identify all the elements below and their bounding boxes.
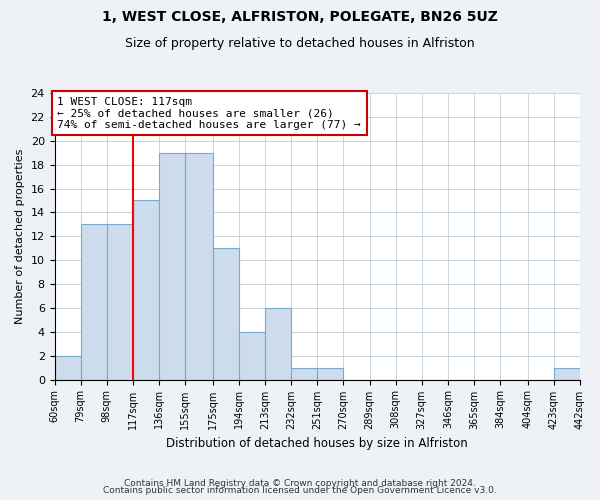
Bar	[55, 356, 80, 380]
Bar	[239, 332, 265, 380]
Bar	[159, 152, 185, 380]
X-axis label: Distribution of detached houses by size in Alfriston: Distribution of detached houses by size …	[166, 437, 468, 450]
Bar	[133, 200, 159, 380]
Bar	[317, 368, 343, 380]
Text: Contains HM Land Registry data © Crown copyright and database right 2024.: Contains HM Land Registry data © Crown c…	[124, 478, 476, 488]
Text: Contains public sector information licensed under the Open Government Licence v3: Contains public sector information licen…	[103, 486, 497, 495]
Y-axis label: Number of detached properties: Number of detached properties	[15, 148, 25, 324]
Bar	[80, 224, 107, 380]
Bar	[291, 368, 317, 380]
Bar	[554, 368, 580, 380]
Bar	[265, 308, 291, 380]
Bar	[213, 248, 239, 380]
Text: 1 WEST CLOSE: 117sqm
← 25% of detached houses are smaller (26)
74% of semi-detac: 1 WEST CLOSE: 117sqm ← 25% of detached h…	[57, 96, 361, 130]
Text: 1, WEST CLOSE, ALFRISTON, POLEGATE, BN26 5UZ: 1, WEST CLOSE, ALFRISTON, POLEGATE, BN26…	[102, 10, 498, 24]
Bar	[185, 152, 213, 380]
Bar	[107, 224, 133, 380]
Text: Size of property relative to detached houses in Alfriston: Size of property relative to detached ho…	[125, 38, 475, 51]
